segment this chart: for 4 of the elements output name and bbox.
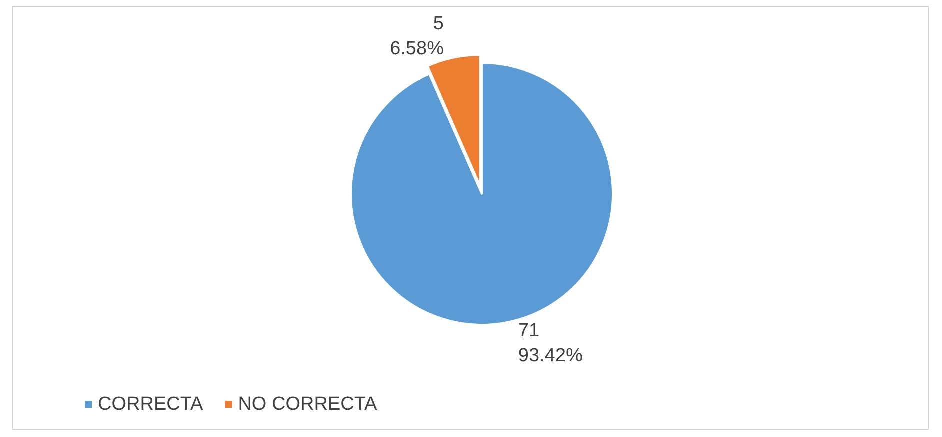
data-label: 5 6.58%	[390, 13, 444, 60]
legend-label: NO CORRECTA	[238, 394, 378, 415]
legend-label: CORRECTA	[98, 394, 204, 415]
data-label: 71 93.42%	[518, 320, 583, 367]
